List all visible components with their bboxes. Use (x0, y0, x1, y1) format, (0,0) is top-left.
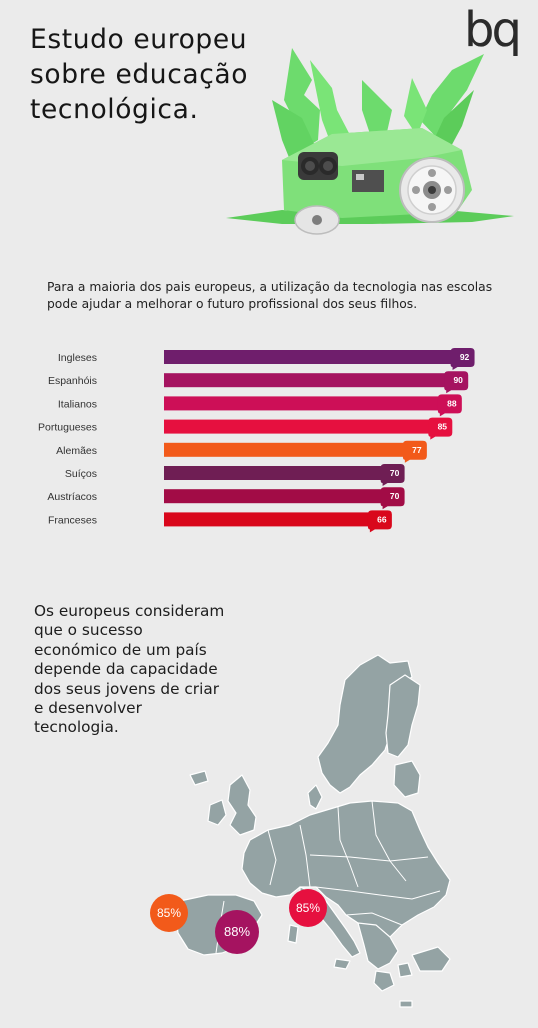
claim-line: tecnologia. (34, 718, 119, 737)
category-label: Portugueses (38, 422, 97, 434)
bar-chart: Ingleses 92 Espanhóis 90 Italianos 88 Portugue… (38, 348, 475, 533)
category-label: Espanhóis (48, 375, 97, 387)
value-tag (380, 487, 405, 510)
spain-percent-badge: 85% (150, 894, 188, 932)
value-tag (428, 417, 453, 440)
title-line: sobre educação (30, 59, 249, 90)
bar (164, 396, 444, 411)
title-line: Estudo europeu (30, 24, 248, 55)
category-label: Ingleses (58, 352, 97, 364)
category-label: Franceses (48, 514, 97, 526)
finland (385, 674, 421, 758)
bar (164, 350, 457, 364)
bar (164, 466, 387, 480)
robot-illustration (226, 48, 514, 235)
greece (373, 970, 395, 992)
value-tag (380, 464, 405, 486)
badge-label: 88% (223, 924, 251, 939)
value-label: 66 (377, 514, 387, 524)
balkans (357, 922, 399, 970)
value-label: 70 (390, 491, 400, 501)
italy-percent-badge: 85% (289, 889, 327, 927)
badge-label: 85% (156, 906, 182, 920)
bar (164, 442, 409, 457)
title-line: tecnológica. (30, 94, 199, 125)
portugal-percent-badge: 88% (215, 910, 259, 954)
bar (164, 373, 451, 388)
claim-line: depende da capacidade (34, 660, 218, 679)
value-label: 92 (460, 352, 470, 362)
bq-logo: bq (464, 2, 522, 58)
category-label: Suíços (65, 468, 97, 480)
claim-line: económico de um país (34, 640, 207, 659)
intro-line: Para a maioria dos pais europeus, a util… (47, 280, 493, 294)
value-tag (367, 510, 392, 533)
great-britain (227, 774, 257, 836)
page-title: Estudo europeu sobre educação tecnológic… (30, 22, 280, 127)
badge-label: 85% (295, 901, 321, 915)
bar (164, 512, 374, 527)
value-label: 88 (447, 398, 457, 408)
claim-text: Os europeus consideram que o sucesso eco… (34, 602, 274, 738)
claim-line: Os europeus consideram (34, 602, 225, 620)
category-label: Alemães (56, 445, 97, 457)
bar (164, 419, 435, 434)
ireland (207, 799, 227, 826)
claim-line: que o sucesso (34, 621, 143, 640)
bar (164, 489, 387, 504)
value-label: 85 (438, 422, 448, 432)
value-tag (402, 440, 427, 463)
value-label: 90 (453, 375, 463, 385)
value-tag (444, 371, 469, 394)
category-label: Italianos (58, 398, 97, 410)
europe-map (175, 654, 451, 1008)
claim-line: e desenvolver (34, 699, 142, 718)
claim-line: dos seus jovens de criar (34, 679, 220, 698)
value-tag (450, 348, 475, 370)
intro-text: Para a maioria dos pais europeus, a util… (47, 279, 493, 313)
value-label: 70 (390, 468, 400, 478)
value-label: 77 (412, 445, 422, 455)
baltics (393, 760, 421, 798)
category-label: Austríacos (47, 491, 97, 503)
sardinia (287, 924, 299, 944)
scandinavia (317, 654, 413, 794)
denmark (307, 784, 323, 810)
sicily (333, 958, 351, 970)
intro-line: pode ajudar a melhorar o futuro profissi… (47, 297, 418, 311)
value-tag (437, 394, 462, 417)
